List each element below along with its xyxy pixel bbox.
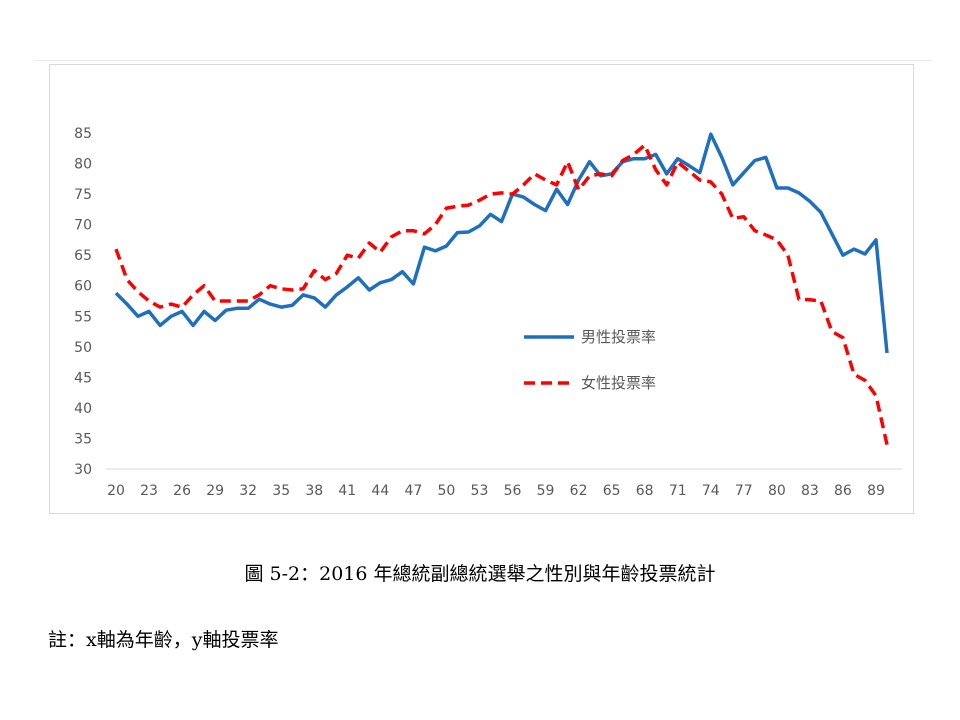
- top-rule: [33, 60, 933, 61]
- x-tick-label: 32: [239, 483, 257, 499]
- x-tick-label: 74: [702, 483, 720, 499]
- y-tick-label: 65: [74, 248, 92, 264]
- x-tick-label: 41: [338, 483, 356, 499]
- series-layer: [114, 132, 889, 445]
- line-chart: 30 35 40 45 50 55 60 65 70 75 80 85 20 23 26 29 32 35 38 4…: [74, 126, 902, 499]
- y-tick-label: 40: [74, 401, 92, 417]
- series-line-female: [114, 143, 889, 445]
- x-tick-label: 20: [107, 483, 125, 499]
- x-tick-label: 83: [801, 483, 819, 499]
- y-tick-label: 60: [74, 279, 92, 295]
- chart-frame: 30 35 40 45 50 55 60 65 70 75 80 85 20 23 26 29 32 35 38 4…: [49, 64, 914, 514]
- legend-label-female: 女性投票率: [581, 374, 656, 392]
- y-tick-label: 75: [74, 187, 92, 203]
- x-tick-label: 29: [206, 483, 224, 499]
- x-tick-label: 35: [272, 483, 290, 499]
- y-tick-label: 55: [74, 309, 92, 325]
- x-tick-label: 77: [735, 483, 753, 499]
- y-tick-label: 35: [74, 431, 92, 447]
- x-tick-label: 53: [471, 483, 489, 499]
- x-axis: 20 23 26 29 32 35 38 41 44 47 50 53 56 59 62 65 68 71 74 77…: [106, 468, 902, 499]
- y-tick-label: 80: [74, 157, 92, 173]
- legend-label-male: 男性投票率: [581, 328, 656, 346]
- x-tick-label: 47: [404, 483, 422, 499]
- x-tick-label: 59: [537, 483, 555, 499]
- x-tick-label: 26: [173, 483, 191, 499]
- series-line-male: [114, 132, 889, 354]
- x-tick-label: 65: [603, 483, 621, 499]
- x-tick-label: 44: [371, 483, 389, 499]
- figure-note: 註：x軸為年齡，y軸投票率: [48, 629, 279, 651]
- y-tick-label: 70: [74, 218, 92, 234]
- y-tick-label: 30: [74, 462, 92, 478]
- x-tick-label: 62: [570, 483, 588, 499]
- x-tick-label: 71: [669, 483, 687, 499]
- x-tick-label: 86: [834, 483, 852, 499]
- y-tick-label: 45: [74, 370, 92, 386]
- x-tick-label: 68: [636, 483, 654, 499]
- x-tick-label: 80: [768, 483, 786, 499]
- x-tick-label: 89: [867, 483, 885, 499]
- x-tick-label: 23: [140, 483, 158, 499]
- y-tick-label: 50: [74, 340, 92, 356]
- figure-caption: 圖 5-2：2016 年總統副總統選舉之性別與年齡投票統計: [244, 563, 716, 585]
- x-tick-label: 38: [305, 483, 323, 499]
- y-axis: 30 35 40 45 50 55 60 65 70 75 80 85: [74, 126, 92, 478]
- x-tick-label: 56: [504, 483, 522, 499]
- y-tick-label: 85: [74, 126, 92, 142]
- x-tick-label: 50: [438, 483, 456, 499]
